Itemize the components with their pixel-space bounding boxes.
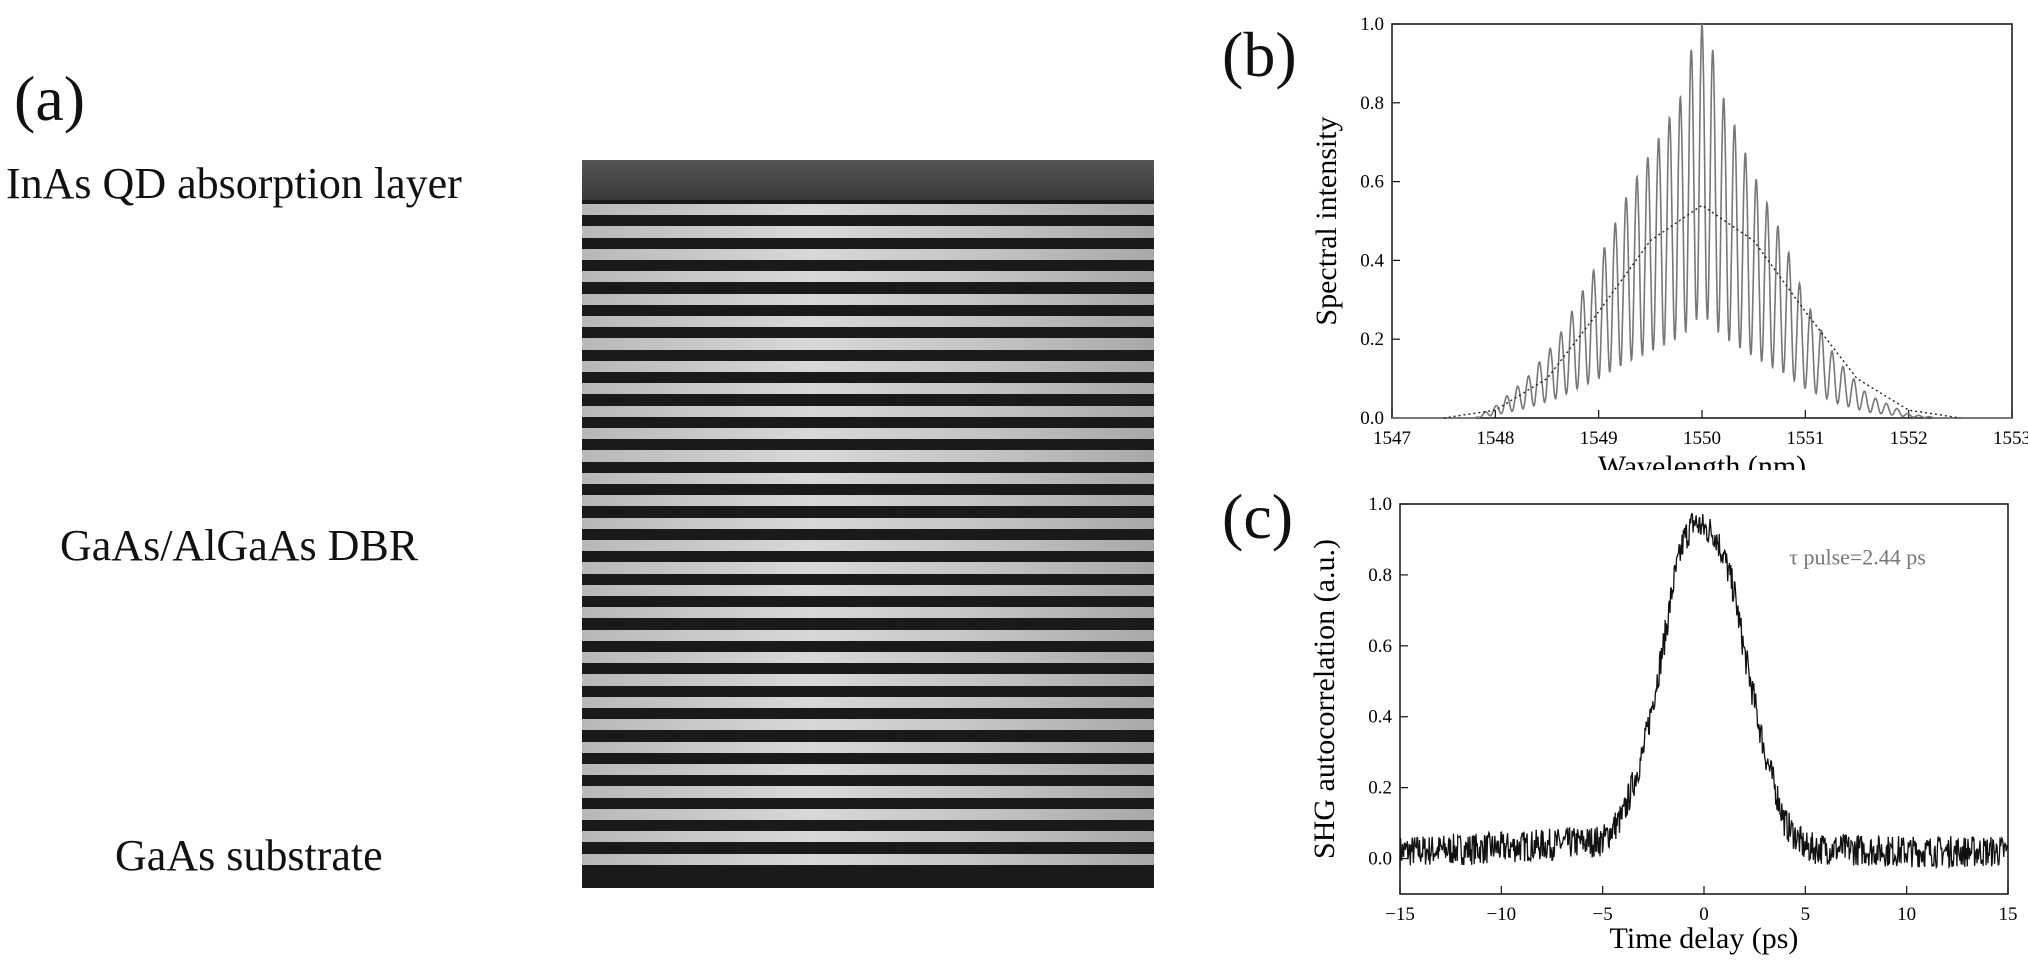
x-tick-label: 10	[1897, 904, 1916, 925]
x-tick-label: 1553	[1993, 428, 2028, 449]
x-tick-label: 1547	[1373, 428, 1411, 449]
autocorrelation-chart: −15 −10 −5 0 5 10 15 0.0 0.2 0.4 0.6 0.8 1.0 Time del…	[1308, 494, 2018, 955]
y-tick-label: 0.0	[1368, 849, 1392, 870]
dbr-stripe	[582, 696, 1154, 708]
x-axis-label: Wavelength (nm)	[1598, 450, 1806, 470]
dbr-stripe	[582, 629, 1154, 641]
dbr-stripe	[582, 562, 1154, 574]
dbr-stripe	[582, 338, 1154, 350]
x-tick-label: 1550	[1683, 428, 1721, 449]
layer-label-substrate: GaAs substrate	[115, 831, 383, 880]
spectrum-line	[1392, 23, 2012, 419]
dbr-stripe	[582, 719, 1154, 731]
y-tick-label: 1.0	[1360, 14, 1384, 35]
dbr-stripe	[582, 204, 1154, 216]
y-tick-label: 0.6	[1360, 172, 1384, 193]
dbr-stripe	[582, 786, 1154, 798]
y-axis-label: SHG autocorrelation (a.u.)	[1308, 539, 1341, 859]
x-tick-label: 5	[1801, 904, 1811, 925]
dbr-stripe	[582, 472, 1154, 484]
dbr-stripe	[582, 360, 1154, 372]
y-tick-label: 0.2	[1360, 329, 1384, 350]
x-tick-label: 0	[1699, 904, 1709, 925]
y-tick-label: 0.8	[1360, 93, 1384, 114]
dbr-stripe	[582, 741, 1154, 753]
dbr-stripe	[582, 517, 1154, 529]
dbr-stripe	[582, 764, 1154, 776]
pulse-width-annotation: τ pulse=2.44 ps	[1789, 544, 1926, 569]
spectrum-chart: 1547 1548 1549 1550 1551 1552 1553 0.0 0.2 0.4 0.6…	[1310, 14, 2028, 470]
x-tick-label: −10	[1486, 904, 1516, 925]
y-tick-label: 1.0	[1368, 494, 1392, 515]
dbr-stripe	[582, 405, 1154, 417]
x-tick-label: 1552	[1890, 428, 1928, 449]
x-tick-label: −5	[1593, 904, 1613, 925]
y-tick-label: 0.8	[1368, 565, 1392, 586]
tem-image	[582, 160, 1154, 888]
x-tick-label: 15	[1999, 904, 2018, 925]
panel-label-a: (a)	[14, 63, 86, 134]
autocorrelation-line	[1399, 512, 2009, 870]
dbr-stripe	[582, 293, 1154, 305]
panel-label-b: (b)	[1222, 19, 1297, 90]
plot-frame	[1391, 23, 2013, 419]
x-tick-label: −15	[1385, 904, 1415, 925]
y-axis-label: Spectral intensity	[1310, 116, 1343, 325]
dbr-stripe	[582, 383, 1154, 395]
dbr-stripe	[582, 652, 1154, 664]
dbr-stripe	[582, 428, 1154, 440]
dbr-stripe	[582, 450, 1154, 462]
dbr-stripe	[582, 607, 1154, 619]
x-tick-label: 1551	[1786, 428, 1824, 449]
dbr-stripe	[582, 316, 1154, 328]
y-tick-label: 0.0	[1360, 408, 1384, 429]
qd-layer-band	[582, 160, 1154, 200]
y-tick-label: 0.4	[1368, 707, 1392, 728]
dbr-stripe	[582, 808, 1154, 820]
dbr-stripe	[582, 674, 1154, 686]
dbr-stripe	[582, 853, 1154, 865]
x-axis-label: Time delay (ps)	[1610, 922, 1799, 955]
y-tick-label: 0.6	[1368, 636, 1392, 657]
dbr-stripe	[582, 248, 1154, 260]
panel-label-c: (c)	[1222, 481, 1294, 552]
x-tick-label: 1549	[1580, 428, 1618, 449]
dbr-stripe	[582, 271, 1154, 283]
y-tick-label: 0.4	[1360, 250, 1384, 271]
layer-label-dbr: GaAs/AlGaAs DBR	[60, 521, 419, 570]
dbr-stripe	[582, 226, 1154, 238]
dbr-stripe	[582, 495, 1154, 507]
layer-label-qd: InAs QD absorption layer	[6, 159, 462, 208]
envelope-line	[1443, 204, 1961, 419]
x-tick-label: 1548	[1476, 428, 1514, 449]
dbr-stripe	[582, 540, 1154, 552]
dbr-stripe	[582, 831, 1154, 843]
y-tick-label: 0.2	[1368, 778, 1392, 799]
dbr-stripe	[582, 584, 1154, 596]
